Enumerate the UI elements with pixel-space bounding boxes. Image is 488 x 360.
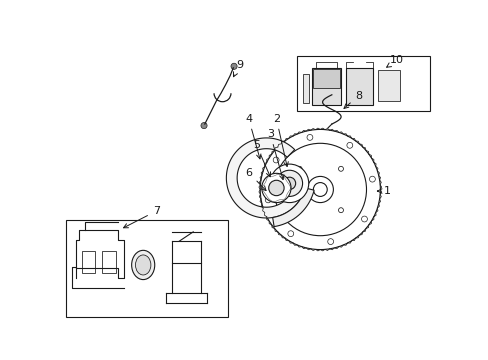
Polygon shape: [226, 138, 305, 218]
Circle shape: [306, 176, 333, 203]
Bar: [66, 220, 227, 316]
Bar: [311, 68, 341, 105]
Bar: [302, 74, 308, 103]
Circle shape: [276, 170, 302, 197]
Text: 10: 10: [386, 55, 404, 67]
Circle shape: [268, 180, 284, 195]
Text: 6: 6: [244, 167, 265, 190]
Text: 5: 5: [252, 140, 270, 177]
Text: 8: 8: [343, 91, 362, 108]
Text: 9: 9: [233, 60, 243, 77]
Bar: [345, 68, 373, 105]
Text: 4: 4: [244, 114, 261, 159]
Ellipse shape: [135, 255, 151, 275]
Circle shape: [230, 63, 237, 69]
Circle shape: [270, 164, 308, 203]
Polygon shape: [272, 188, 313, 227]
Text: 1: 1: [377, 186, 390, 196]
Ellipse shape: [131, 250, 154, 280]
Text: 7: 7: [123, 206, 160, 228]
Bar: [313, 69, 339, 88]
Circle shape: [261, 173, 290, 203]
Circle shape: [328, 90, 334, 96]
Bar: [102, 251, 116, 273]
Circle shape: [283, 177, 295, 189]
Bar: [81, 251, 95, 273]
Circle shape: [201, 122, 207, 129]
Text: 3: 3: [266, 129, 284, 180]
Bar: [297, 55, 429, 111]
Text: 2: 2: [272, 114, 288, 166]
Bar: [377, 70, 399, 101]
